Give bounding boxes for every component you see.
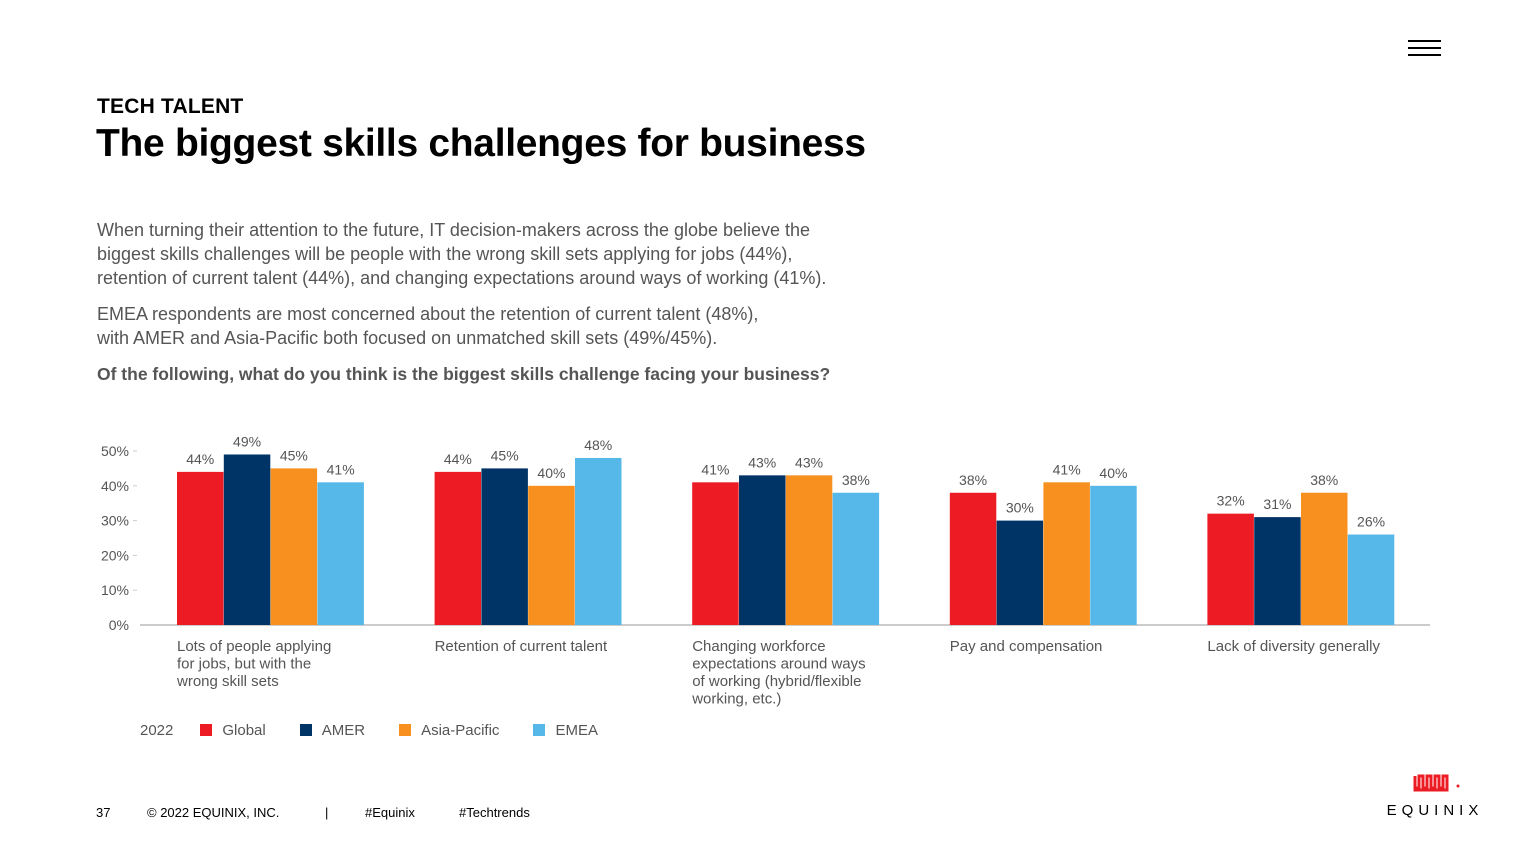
data-label: 38% — [1310, 472, 1338, 488]
footer-separator: | — [325, 805, 329, 820]
regional-line-1: EMEA respondents are most concerned abou… — [97, 304, 759, 324]
bar — [481, 468, 528, 625]
x-category-label: Lots of people applying for jobs, but wit… — [176, 638, 331, 690]
x-category-line: Lots of people applying — [177, 638, 331, 655]
legend-label: Asia-Pacific — [421, 721, 500, 739]
bar — [1254, 517, 1301, 625]
x-category-line: Changing workforce — [692, 638, 825, 655]
x-category-line: working, etc.) — [691, 691, 781, 708]
legend-swatch — [399, 724, 412, 736]
data-label: 48% — [584, 437, 612, 453]
x-category-label: Lack of diversity generally — [1207, 638, 1380, 655]
data-label: 41% — [701, 461, 729, 477]
x-category-label: Changing workforce expectations around wa… — [691, 638, 865, 708]
data-label: 40% — [537, 465, 565, 481]
bar — [1090, 485, 1137, 625]
legend-swatch — [299, 724, 312, 736]
legend-label: Global — [222, 721, 266, 739]
bar — [1207, 513, 1254, 625]
x-category-line: expectations around ways — [692, 656, 865, 673]
y-tick-label: 0% — [109, 617, 129, 633]
x-category-line: Lack of diversity generally — [1207, 638, 1380, 655]
data-label: 40% — [1099, 465, 1127, 481]
x-category-line: of working (hybrid/flexible — [692, 673, 861, 690]
equinix-logo-icon — [1413, 774, 1460, 792]
page-number: 37 — [96, 805, 111, 820]
intro-line-1: When turning their attention to the futu… — [97, 220, 811, 240]
hashtag-techtrends[interactable]: #Techtrends — [459, 805, 530, 820]
chart-legend: 2022 Global AMER Asia-Pacific EMEA — [140, 720, 632, 740]
legend-label: EMEA — [555, 721, 598, 739]
regional-line-2: with AMER and Asia-Pacific both focused … — [97, 328, 718, 348]
legend-item-asia-pacific: Asia-Pacific — [399, 722, 499, 739]
bar — [223, 454, 271, 625]
bar — [270, 468, 318, 625]
intro-paragraph: When turning their attention to the futu… — [97, 218, 997, 290]
data-label: 26% — [1357, 514, 1385, 530]
bar — [832, 492, 880, 625]
intro-line-2: biggest skills challenges will be people… — [97, 244, 793, 264]
bar — [575, 457, 622, 625]
regional-paragraph: EMEA respondents are most concerned abou… — [97, 302, 997, 350]
bar — [692, 482, 739, 625]
data-label: 41% — [327, 461, 355, 477]
bar — [317, 482, 364, 625]
bar — [1301, 492, 1348, 625]
y-tick-label: 30% — [101, 513, 129, 529]
data-label: 43% — [748, 454, 776, 470]
logo-wordmark: EQUINIX — [1386, 802, 1484, 819]
bar — [1347, 534, 1395, 625]
bar — [177, 471, 224, 625]
bar — [996, 520, 1044, 625]
bar — [1043, 482, 1090, 625]
legend-swatch — [200, 724, 213, 736]
data-label: 38% — [842, 472, 870, 488]
data-label: 30% — [1006, 500, 1034, 516]
y-tick-label: 20% — [101, 547, 129, 563]
x-category-line: for jobs, but with the — [177, 656, 311, 673]
data-label: 45% — [491, 447, 519, 463]
intro-line-3: retention of current talent (44%), and c… — [97, 268, 827, 288]
hashtag-equinix[interactable]: #Equinix — [365, 805, 415, 820]
data-label: 44% — [186, 451, 214, 467]
data-label: 45% — [280, 447, 308, 463]
bar — [949, 492, 997, 625]
data-label: 31% — [1263, 496, 1291, 512]
y-tick-label: 10% — [101, 582, 129, 598]
bar — [739, 475, 786, 625]
x-category-line: Pay and compensation — [950, 638, 1103, 655]
x-category-label: Retention of current talent — [435, 638, 608, 655]
page-title: The biggest skills challenges for busine… — [96, 122, 866, 165]
survey-question: Of the following, what do you think is t… — [97, 364, 831, 384]
x-category-line: wrong skill sets — [176, 673, 279, 690]
section-kicker: TECH TALENT — [97, 95, 244, 118]
legend-label: AMER — [321, 721, 366, 739]
data-label: 44% — [444, 451, 472, 467]
legend-swatch — [533, 724, 546, 736]
x-category-label: Pay and compensation — [950, 638, 1103, 655]
data-label: 41% — [1053, 461, 1081, 477]
data-label: 32% — [1217, 493, 1245, 509]
equinix-logo: EQUINIX — [1380, 766, 1490, 822]
copyright: © 2022 EQUINIX, INC. — [147, 805, 280, 820]
legend-year: 2022 — [140, 721, 174, 739]
data-label: 49% — [233, 433, 261, 449]
data-label: 43% — [795, 454, 823, 470]
x-category-line: Retention of current talent — [435, 638, 608, 655]
legend-item-emea: EMEA — [533, 722, 598, 739]
data-label: 38% — [959, 472, 987, 488]
menu-icon[interactable] — [1408, 40, 1441, 57]
bar — [528, 485, 575, 625]
legend-item-amer: AMER — [299, 721, 366, 739]
bar — [434, 471, 482, 625]
y-tick-label: 50% — [101, 443, 129, 459]
bar-chart: 0% 10% 20% 30% 40% 50% 44% 49% 45% 41% Lots of peo… — [101, 433, 1430, 708]
bar — [785, 475, 833, 625]
y-tick-label: 40% — [101, 478, 129, 494]
legend-item-global: Global — [200, 721, 266, 739]
